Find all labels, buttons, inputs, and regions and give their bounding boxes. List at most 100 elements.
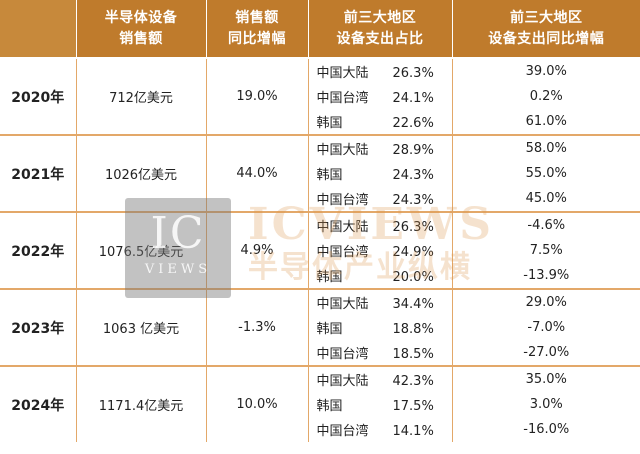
- table-row: 中国台湾 24.1% 0.2%: [0, 84, 640, 109]
- region-share: 17.5%: [392, 399, 434, 414]
- region-name: 中国大陆: [316, 143, 369, 158]
- region-name: 中国大陆: [316, 220, 369, 235]
- region-share-cell: 韩国 22.6%: [308, 109, 453, 135]
- region-name: 中国台湾: [316, 91, 369, 106]
- region-share: 26.3%: [392, 220, 434, 235]
- header-region-share-line2: 设备支出占比: [336, 30, 424, 47]
- region-name: 中国大陆: [316, 374, 369, 389]
- region-share-cell: 中国大陆 28.9%: [308, 134, 453, 161]
- table-row: 2021年 1026亿美元 44.0% 中国大陆 28.9% 58.0%: [0, 134, 640, 212]
- region-yoy-cell: 3.0%: [529, 397, 563, 412]
- semiconductor-equipment-table: 半导体设备 销售额 销售额 同比增幅 前三大地区 设备支出占比 前三大地区 设备…: [0, 0, 640, 442]
- year-cell: 2020年: [0, 58, 77, 135]
- table-row: 中国台湾 24.9% 7.5%: [0, 238, 640, 263]
- region-share: 28.9%: [392, 143, 434, 158]
- region-yoy-cell: 0.2%: [529, 89, 563, 104]
- region-share: 24.9%: [392, 245, 434, 260]
- growth-cell: 4.9%: [206, 211, 309, 289]
- sales-cell: 712亿美元: [76, 58, 207, 135]
- header-region-yoy: 前三大地区 设备支出同比增幅: [452, 0, 640, 59]
- region-share-cell: 韩国 17.5%: [308, 392, 453, 417]
- region-yoy-cell: 29.0%: [452, 288, 640, 315]
- region-yoy-cell: 35.0%: [452, 365, 640, 392]
- header-row: 半导体设备 销售额 销售额 同比增幅 前三大地区 设备支出占比 前三大地区 设备…: [0, 0, 640, 59]
- region-share-cell: 中国台湾 18.5%: [308, 340, 453, 366]
- year-cell: 2021年: [0, 134, 77, 212]
- table-row: 2023年 1063 亿美元 -1.3% 中国大陆 34.4% 29.0%: [0, 288, 640, 366]
- table-row: 中国台湾 24.3% 45.0%: [0, 186, 640, 212]
- region-share: 34.4%: [392, 297, 434, 312]
- region-name: 中国台湾: [316, 193, 369, 208]
- region-yoy-cell: 45.0%: [525, 191, 567, 206]
- region-share: 42.3%: [392, 374, 434, 389]
- region-share: 20.0%: [392, 270, 434, 285]
- sales-cell: 1026亿美元: [76, 134, 207, 212]
- region-name: 中国台湾: [316, 347, 369, 362]
- region-share-cell: 中国大陆 42.3%: [308, 365, 453, 392]
- table-row: 2022年 1076.5亿美元 4.9% 中国大陆 26.3% -4.6%: [0, 211, 640, 289]
- region-share-cell: 韩国 24.3%: [308, 161, 453, 186]
- header-region-share: 前三大地区 设备支出占比: [308, 0, 453, 59]
- growth-cell: -1.3%: [206, 288, 309, 366]
- region-share-cell: 韩国 18.8%: [308, 315, 453, 340]
- table-row: 韩国 22.6% 61.0%: [0, 109, 640, 135]
- table-row: 中国台湾 14.1% -16.0%: [0, 417, 640, 442]
- region-share-cell: 中国大陆 26.3%: [308, 58, 453, 84]
- region-yoy-cell: -4.6%: [452, 211, 640, 238]
- region-yoy-cell: -16.0%: [523, 422, 570, 437]
- region-name: 中国大陆: [316, 66, 369, 81]
- region-share: 22.6%: [392, 116, 434, 131]
- sales-cell: 1063 亿美元: [76, 288, 207, 366]
- region-share: 14.1%: [392, 424, 434, 439]
- region-yoy-cell: 39.0%: [525, 64, 567, 79]
- growth-cell: 44.0%: [206, 134, 309, 212]
- region-share-cell: 韩国 20.0%: [308, 263, 453, 289]
- header-growth-line2: 同比增幅: [228, 30, 286, 47]
- sales-cell: 1076.5亿美元: [76, 211, 207, 289]
- region-yoy-cell: -27.0%: [523, 345, 570, 360]
- region-share-cell: 中国台湾 24.9%: [308, 238, 453, 263]
- header-sales-line1: 半导体设备: [104, 9, 178, 26]
- header-region-share-line1: 前三大地区: [343, 9, 417, 26]
- region-yoy-cell: -13.9%: [523, 268, 570, 283]
- region-share: 24.3%: [392, 193, 434, 208]
- table-row: 韩国 24.3% 55.0%: [0, 161, 640, 186]
- header-growth-line1: 销售额: [235, 9, 279, 26]
- sales-cell: 1171.4亿美元: [76, 365, 207, 442]
- region-share-cell: 中国大陆 34.4%: [308, 288, 453, 315]
- region-yoy-cell: 55.0%: [525, 166, 567, 181]
- table-row: 2020年 712亿美元 19.0% 中国大陆 26.3% 39.0%: [0, 58, 640, 135]
- table-row: 韩国 17.5% 3.0%: [0, 392, 640, 417]
- header-growth: 销售额 同比增幅: [206, 0, 309, 59]
- region-share-cell: 中国大陆 26.3%: [308, 211, 453, 238]
- region-share-cell: 中国台湾 24.1%: [308, 84, 453, 109]
- header-sales: 半导体设备 销售额: [76, 0, 207, 59]
- header-corner: [0, 0, 77, 59]
- table-row: 韩国 18.8% -7.0%: [0, 315, 640, 340]
- region-share: 26.3%: [392, 66, 434, 81]
- region-name: 中国台湾: [316, 245, 369, 260]
- region-share: 18.5%: [392, 347, 434, 362]
- region-name: 韩国: [316, 116, 343, 131]
- region-yoy-cell: 58.0%: [452, 134, 640, 161]
- table-row: 韩国 20.0% -13.9%: [0, 263, 640, 289]
- region-share: 18.8%: [392, 322, 434, 337]
- region-name: 中国大陆: [316, 297, 369, 312]
- year-cell: 2022年: [0, 211, 77, 289]
- region-name: 韩国: [316, 399, 343, 414]
- region-name: 中国台湾: [316, 424, 369, 439]
- region-share: 24.1%: [392, 91, 434, 106]
- header-region-yoy-line2: 设备支出同比增幅: [488, 30, 605, 47]
- region-share: 24.3%: [392, 168, 434, 183]
- region-yoy-cell: 7.5%: [529, 243, 563, 258]
- region-name: 韩国: [316, 168, 343, 183]
- region-share-cell: 中国台湾 14.1%: [308, 417, 453, 442]
- region-yoy-cell: -7.0%: [527, 320, 566, 335]
- region-name: 韩国: [316, 322, 343, 337]
- region-name: 韩国: [316, 270, 343, 285]
- table-row: 2024年 1171.4亿美元 10.0% 中国大陆 42.3% 35.0%: [0, 365, 640, 442]
- year-cell: 2023年: [0, 288, 77, 366]
- region-yoy-cell: 61.0%: [525, 114, 567, 129]
- growth-cell: 19.0%: [206, 58, 309, 135]
- table-row: 中国台湾 18.5% -27.0%: [0, 340, 640, 366]
